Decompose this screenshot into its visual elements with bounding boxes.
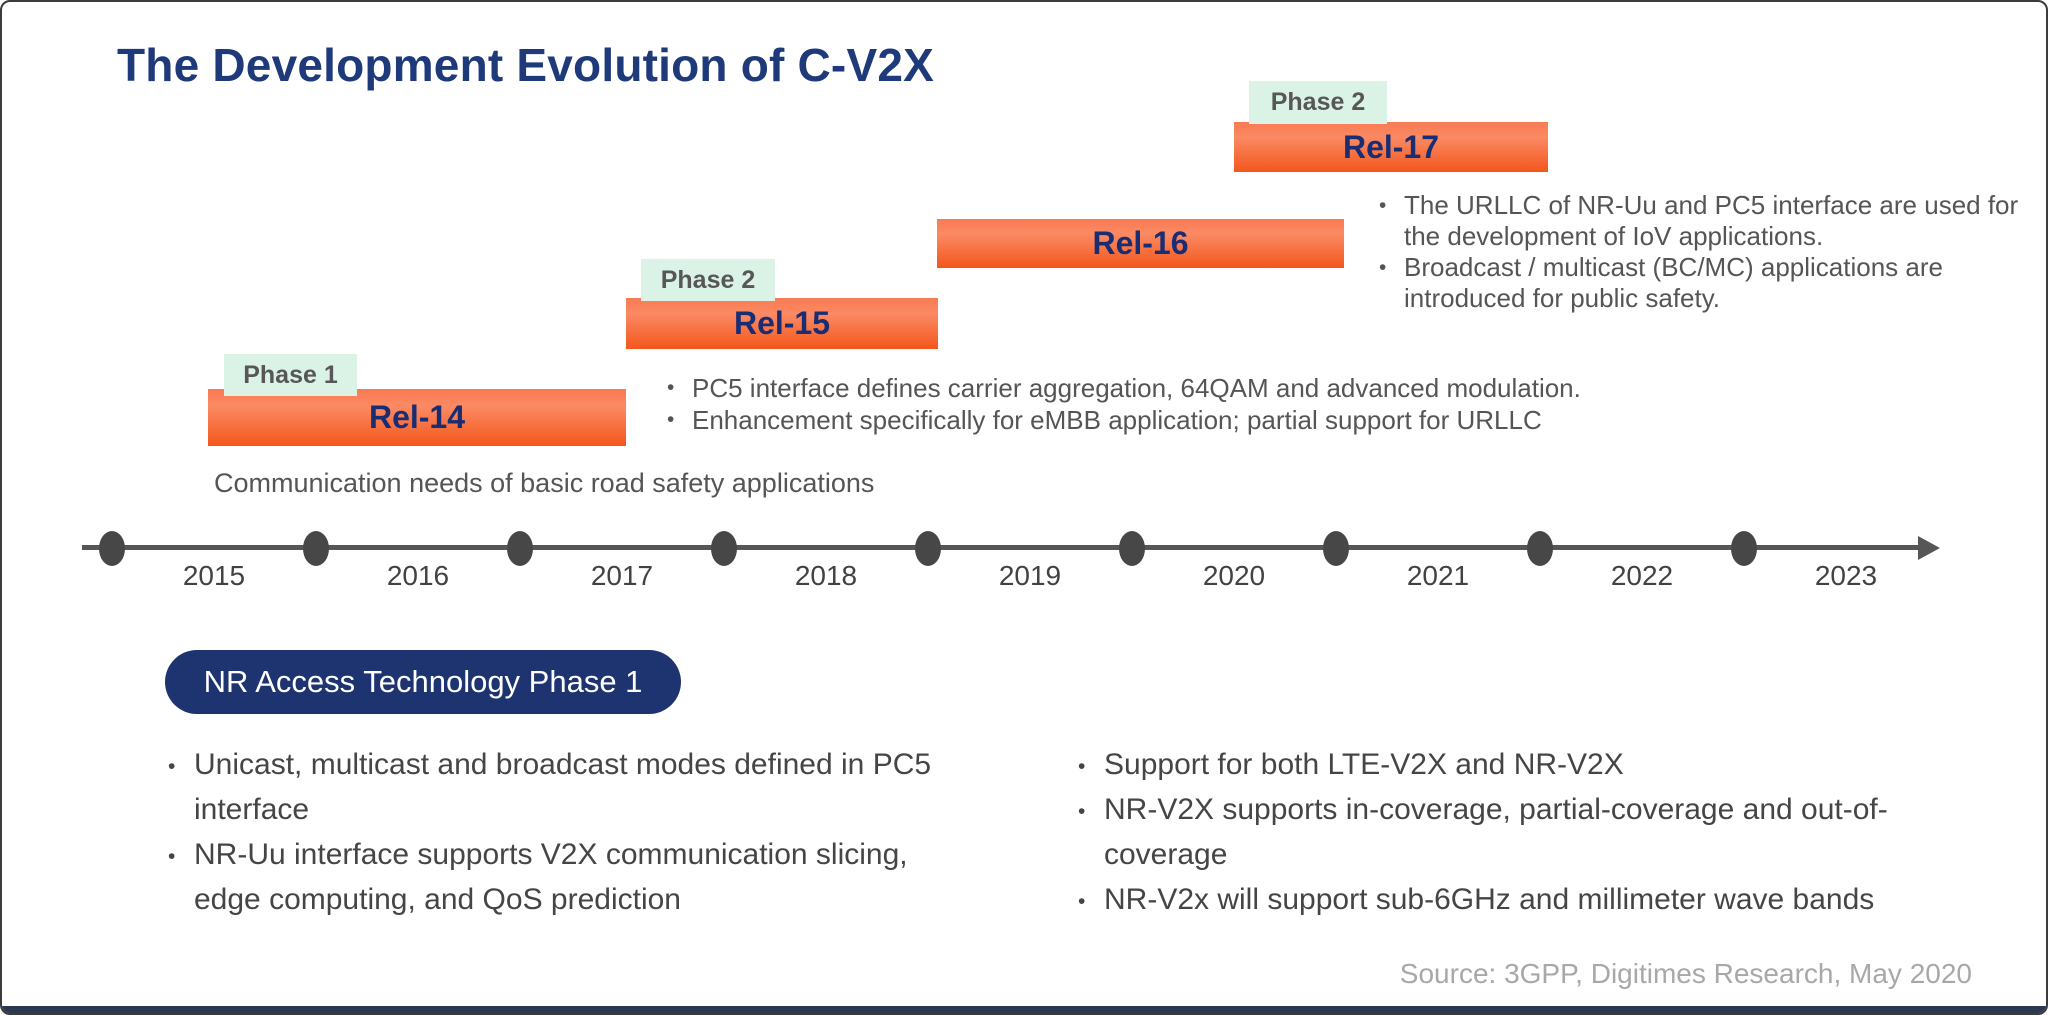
year-label-2021: 2021 xyxy=(1406,560,1470,591)
year-label-2016: 2016 xyxy=(386,560,450,591)
source-attribution: Source: 3GPP, Digitimes Research, May 20… xyxy=(1399,958,1972,989)
bottom-accent-strip xyxy=(2,1006,2046,1013)
page-title: The Development Evolution of C-V2X xyxy=(117,39,934,91)
rel-17-bullet-2: Broadcast / multicast (BC/MC) applicatio… xyxy=(1374,252,2022,314)
timeline-dot xyxy=(1527,531,1553,566)
phase-1-badge-rel14: Phase 1 xyxy=(224,354,357,396)
nr-left-bullet-2: NR-Uu interface supports V2X communicati… xyxy=(160,832,976,922)
year-label-2023: 2023 xyxy=(1814,560,1878,591)
timeline-dot xyxy=(507,531,533,566)
nr-left-bullet-list: Unicast, multicast and broadcast modes d… xyxy=(160,742,976,922)
rel-16-label: Rel-16 xyxy=(1092,225,1189,261)
timeline-axis xyxy=(82,545,1922,550)
nr-right-bullet-list: Support for both LTE-V2X and NR-V2X NR-V… xyxy=(1070,742,1920,924)
rel-17-bullet-1: The URLLC of NR-Uu and PC5 interface are… xyxy=(1374,190,2022,252)
rel-15-label: Rel-15 xyxy=(733,305,831,341)
timeline-dot xyxy=(915,531,941,566)
year-label-2020: 2020 xyxy=(1202,560,1266,591)
nr-right-bullet-1: Support for both LTE-V2X and NR-V2X xyxy=(1070,742,1920,789)
timeline-dot xyxy=(1731,531,1757,566)
year-label-2015: 2015 xyxy=(182,560,246,591)
rel-15-bar: Rel-15 xyxy=(626,298,938,349)
timeline-dot xyxy=(99,531,125,566)
phase-2-badge-rel15: Phase 2 xyxy=(641,259,775,301)
timeline-dot xyxy=(711,531,737,566)
rel-15-bullet-2: Enhancement specifically for eMBB applic… xyxy=(662,404,1602,436)
timeline-dot xyxy=(1119,531,1145,566)
rel-14-bar: Rel-14 xyxy=(208,389,626,446)
nr-right-bullet-2: NR-V2X supports in-coverage, partial-cov… xyxy=(1070,787,1920,877)
rel-16-bar: Rel-16 xyxy=(937,219,1344,268)
year-label-2018: 2018 xyxy=(794,560,858,591)
nr-left-bullet-1: Unicast, multicast and broadcast modes d… xyxy=(160,742,976,832)
timeline-arrow-icon xyxy=(1918,536,1940,560)
year-label-2019: 2019 xyxy=(998,560,1062,591)
phase-2-badge-rel17: Phase 2 xyxy=(1249,81,1387,124)
rel-14-label: Rel-14 xyxy=(368,399,466,435)
nr-access-phase1-badge: NR Access Technology Phase 1 xyxy=(165,650,681,714)
timeline-dot xyxy=(1323,531,1349,566)
nr-right-bullet-3: NR-V2x will support sub-6GHz and millime… xyxy=(1070,877,1920,924)
rel-15-notes: PC5 interface defines carrier aggregatio… xyxy=(662,372,1602,436)
rel-14-caption: Communication needs of basic road safety… xyxy=(214,468,875,498)
year-label-2017: 2017 xyxy=(590,560,654,591)
rel-15-bullet-1: PC5 interface defines carrier aggregatio… xyxy=(662,372,1602,404)
rel-17-notes: The URLLC of NR-Uu and PC5 interface are… xyxy=(1374,190,2022,314)
year-label-2022: 2022 xyxy=(1610,560,1674,591)
rel-17-bar: Rel-17 xyxy=(1234,122,1548,172)
timeline-dot xyxy=(303,531,329,566)
rel-17-label: Rel-17 xyxy=(1342,128,1440,165)
